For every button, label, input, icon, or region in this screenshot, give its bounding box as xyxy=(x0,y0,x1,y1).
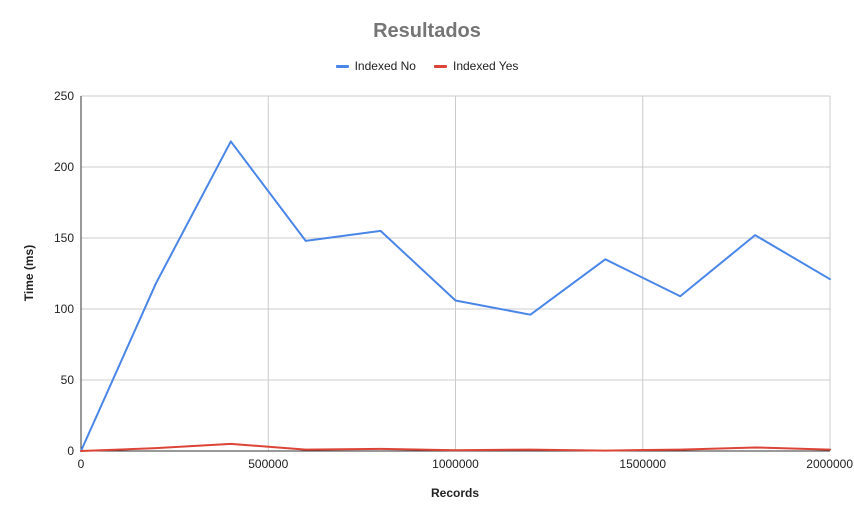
x-tick-label: 2000000 xyxy=(806,457,853,471)
y-tick-label: 100 xyxy=(54,302,74,316)
legend-swatch-indexed-no xyxy=(335,64,349,68)
series-layer xyxy=(80,140,831,452)
y-tick-label: 150 xyxy=(54,231,74,245)
legend: Indexed No Indexed Yes xyxy=(0,59,854,73)
y-tick-label: 0 xyxy=(67,444,74,458)
tick-labels: 0 50 100 150 200 250 0 500000 1000000 1500000 2000… xyxy=(54,89,853,471)
grid xyxy=(81,95,831,451)
x-tick-label: 0 xyxy=(78,457,85,471)
series-line-indexed-yes xyxy=(80,442,831,452)
y-tick-label: 200 xyxy=(54,160,74,174)
legend-swatch-indexed-yes xyxy=(433,64,447,68)
x-axis-label: Records xyxy=(431,486,479,500)
y-tick-label: 250 xyxy=(54,89,74,103)
y-axis-label: Time (ms) xyxy=(22,245,36,301)
x-tick-label: 1000000 xyxy=(432,457,479,471)
chart-title: Resultados xyxy=(373,20,481,42)
legend-item-indexed-no[interactable]: Indexed No xyxy=(335,59,416,73)
series-line-indexed-no xyxy=(80,140,831,452)
y-tick-label: 50 xyxy=(61,373,75,387)
x-tick-label: 500000 xyxy=(248,457,288,471)
x-tick-label: 1500000 xyxy=(619,457,666,471)
legend-item-indexed-yes[interactable]: Indexed Yes xyxy=(433,59,519,73)
legend-label-indexed-yes: Indexed Yes xyxy=(452,59,519,73)
legend-label-indexed-no: Indexed No xyxy=(354,59,416,73)
